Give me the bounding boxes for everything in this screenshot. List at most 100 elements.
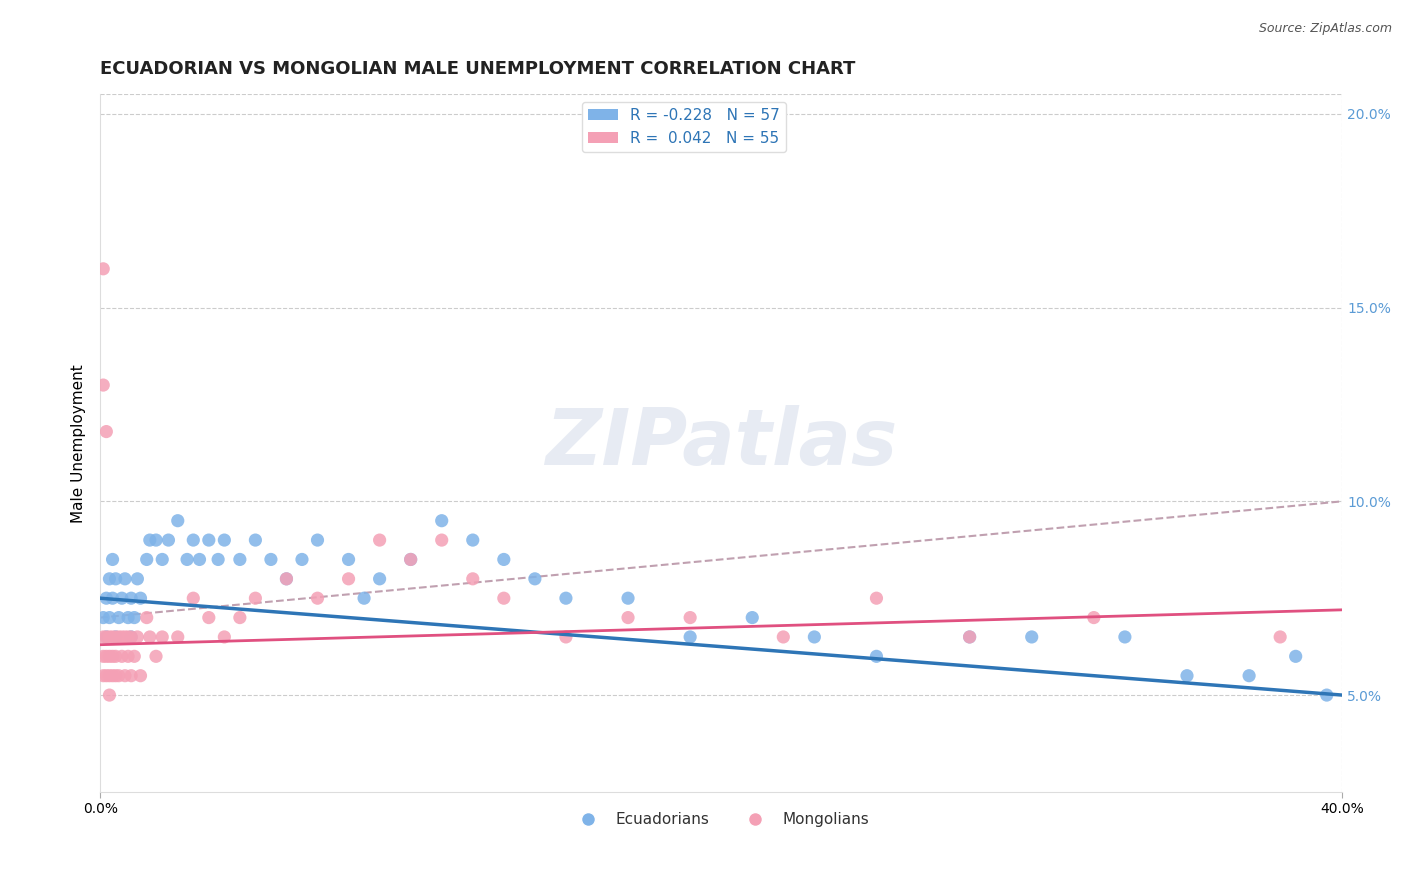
Point (98, 688, 121, 702)
Point (1285, 649, 1308, 664)
Point (276, 572, 298, 586)
Point (127, 572, 149, 586)
Point (368, 533, 391, 547)
Point (1083, 610, 1105, 624)
Point (104, 630, 127, 644)
Point (461, 572, 484, 586)
Point (679, 630, 702, 644)
Point (101, 552, 124, 566)
Point (245, 533, 267, 547)
Point (107, 610, 129, 624)
Point (96, 630, 118, 644)
Point (959, 630, 981, 644)
Text: ECUADORIAN VS MONGOLIAN MALE UNEMPLOYMENT CORRELATION CHART: ECUADORIAN VS MONGOLIAN MALE UNEMPLOYMEN… (100, 60, 855, 78)
Point (337, 552, 360, 566)
Point (145, 649, 167, 664)
Point (245, 591, 267, 606)
Point (91, 378, 114, 392)
Point (129, 669, 152, 683)
Text: ZIPatlas: ZIPatlas (546, 405, 897, 481)
Point (98, 572, 121, 586)
Point (98, 669, 121, 683)
Point (91, 630, 114, 644)
Point (399, 552, 422, 566)
Point (111, 649, 134, 664)
Point (260, 552, 283, 566)
Point (107, 669, 129, 683)
Point (96, 649, 118, 664)
Point (120, 630, 142, 644)
Point (865, 649, 887, 664)
Point (114, 669, 136, 683)
Point (181, 591, 204, 606)
Y-axis label: Male Unemployment: Male Unemployment (72, 364, 86, 523)
Point (98, 610, 121, 624)
Point (98, 630, 121, 644)
Point (114, 572, 136, 586)
Point (91, 649, 114, 664)
Point (111, 591, 134, 606)
Point (214, 630, 236, 644)
Point (166, 514, 188, 528)
Point (555, 591, 578, 606)
Point (101, 630, 124, 644)
Point (1268, 630, 1291, 644)
Point (91, 261, 114, 276)
Point (337, 572, 360, 586)
Point (150, 552, 173, 566)
Point (523, 572, 546, 586)
Point (188, 552, 211, 566)
Point (139, 533, 162, 547)
Point (399, 552, 422, 566)
Point (803, 630, 825, 644)
Point (120, 591, 142, 606)
Point (91, 610, 114, 624)
Point (430, 533, 453, 547)
Point (1316, 688, 1339, 702)
Point (150, 630, 173, 644)
Point (1021, 630, 1043, 644)
Point (96, 591, 118, 606)
Point (129, 591, 152, 606)
Point (741, 610, 763, 624)
Point (139, 630, 162, 644)
Point (127, 630, 149, 644)
Point (617, 591, 640, 606)
Point (117, 649, 139, 664)
Point (555, 630, 578, 644)
Point (617, 610, 640, 624)
Point (107, 630, 129, 644)
Point (104, 630, 127, 644)
Point (229, 552, 252, 566)
Point (96, 425, 118, 439)
Point (117, 630, 139, 644)
Point (353, 591, 375, 606)
Point (104, 572, 127, 586)
Point (135, 552, 157, 566)
Point (1114, 630, 1136, 644)
Point (307, 533, 329, 547)
Point (229, 610, 252, 624)
Point (461, 533, 484, 547)
Point (120, 630, 142, 644)
Point (1237, 669, 1260, 683)
Point (101, 669, 124, 683)
Point (124, 610, 146, 624)
Legend: Ecuadorians, Mongolians: Ecuadorians, Mongolians (567, 806, 876, 833)
Point (207, 552, 229, 566)
Point (101, 591, 124, 606)
Point (679, 610, 702, 624)
Point (91, 669, 114, 683)
Point (135, 610, 157, 624)
Point (276, 572, 298, 586)
Point (959, 630, 981, 644)
Point (117, 610, 139, 624)
Point (101, 649, 124, 664)
Point (492, 591, 515, 606)
Point (114, 630, 136, 644)
Point (307, 591, 329, 606)
Point (492, 552, 515, 566)
Text: Source: ZipAtlas.com: Source: ZipAtlas.com (1258, 22, 1392, 36)
Point (96, 669, 118, 683)
Point (166, 630, 188, 644)
